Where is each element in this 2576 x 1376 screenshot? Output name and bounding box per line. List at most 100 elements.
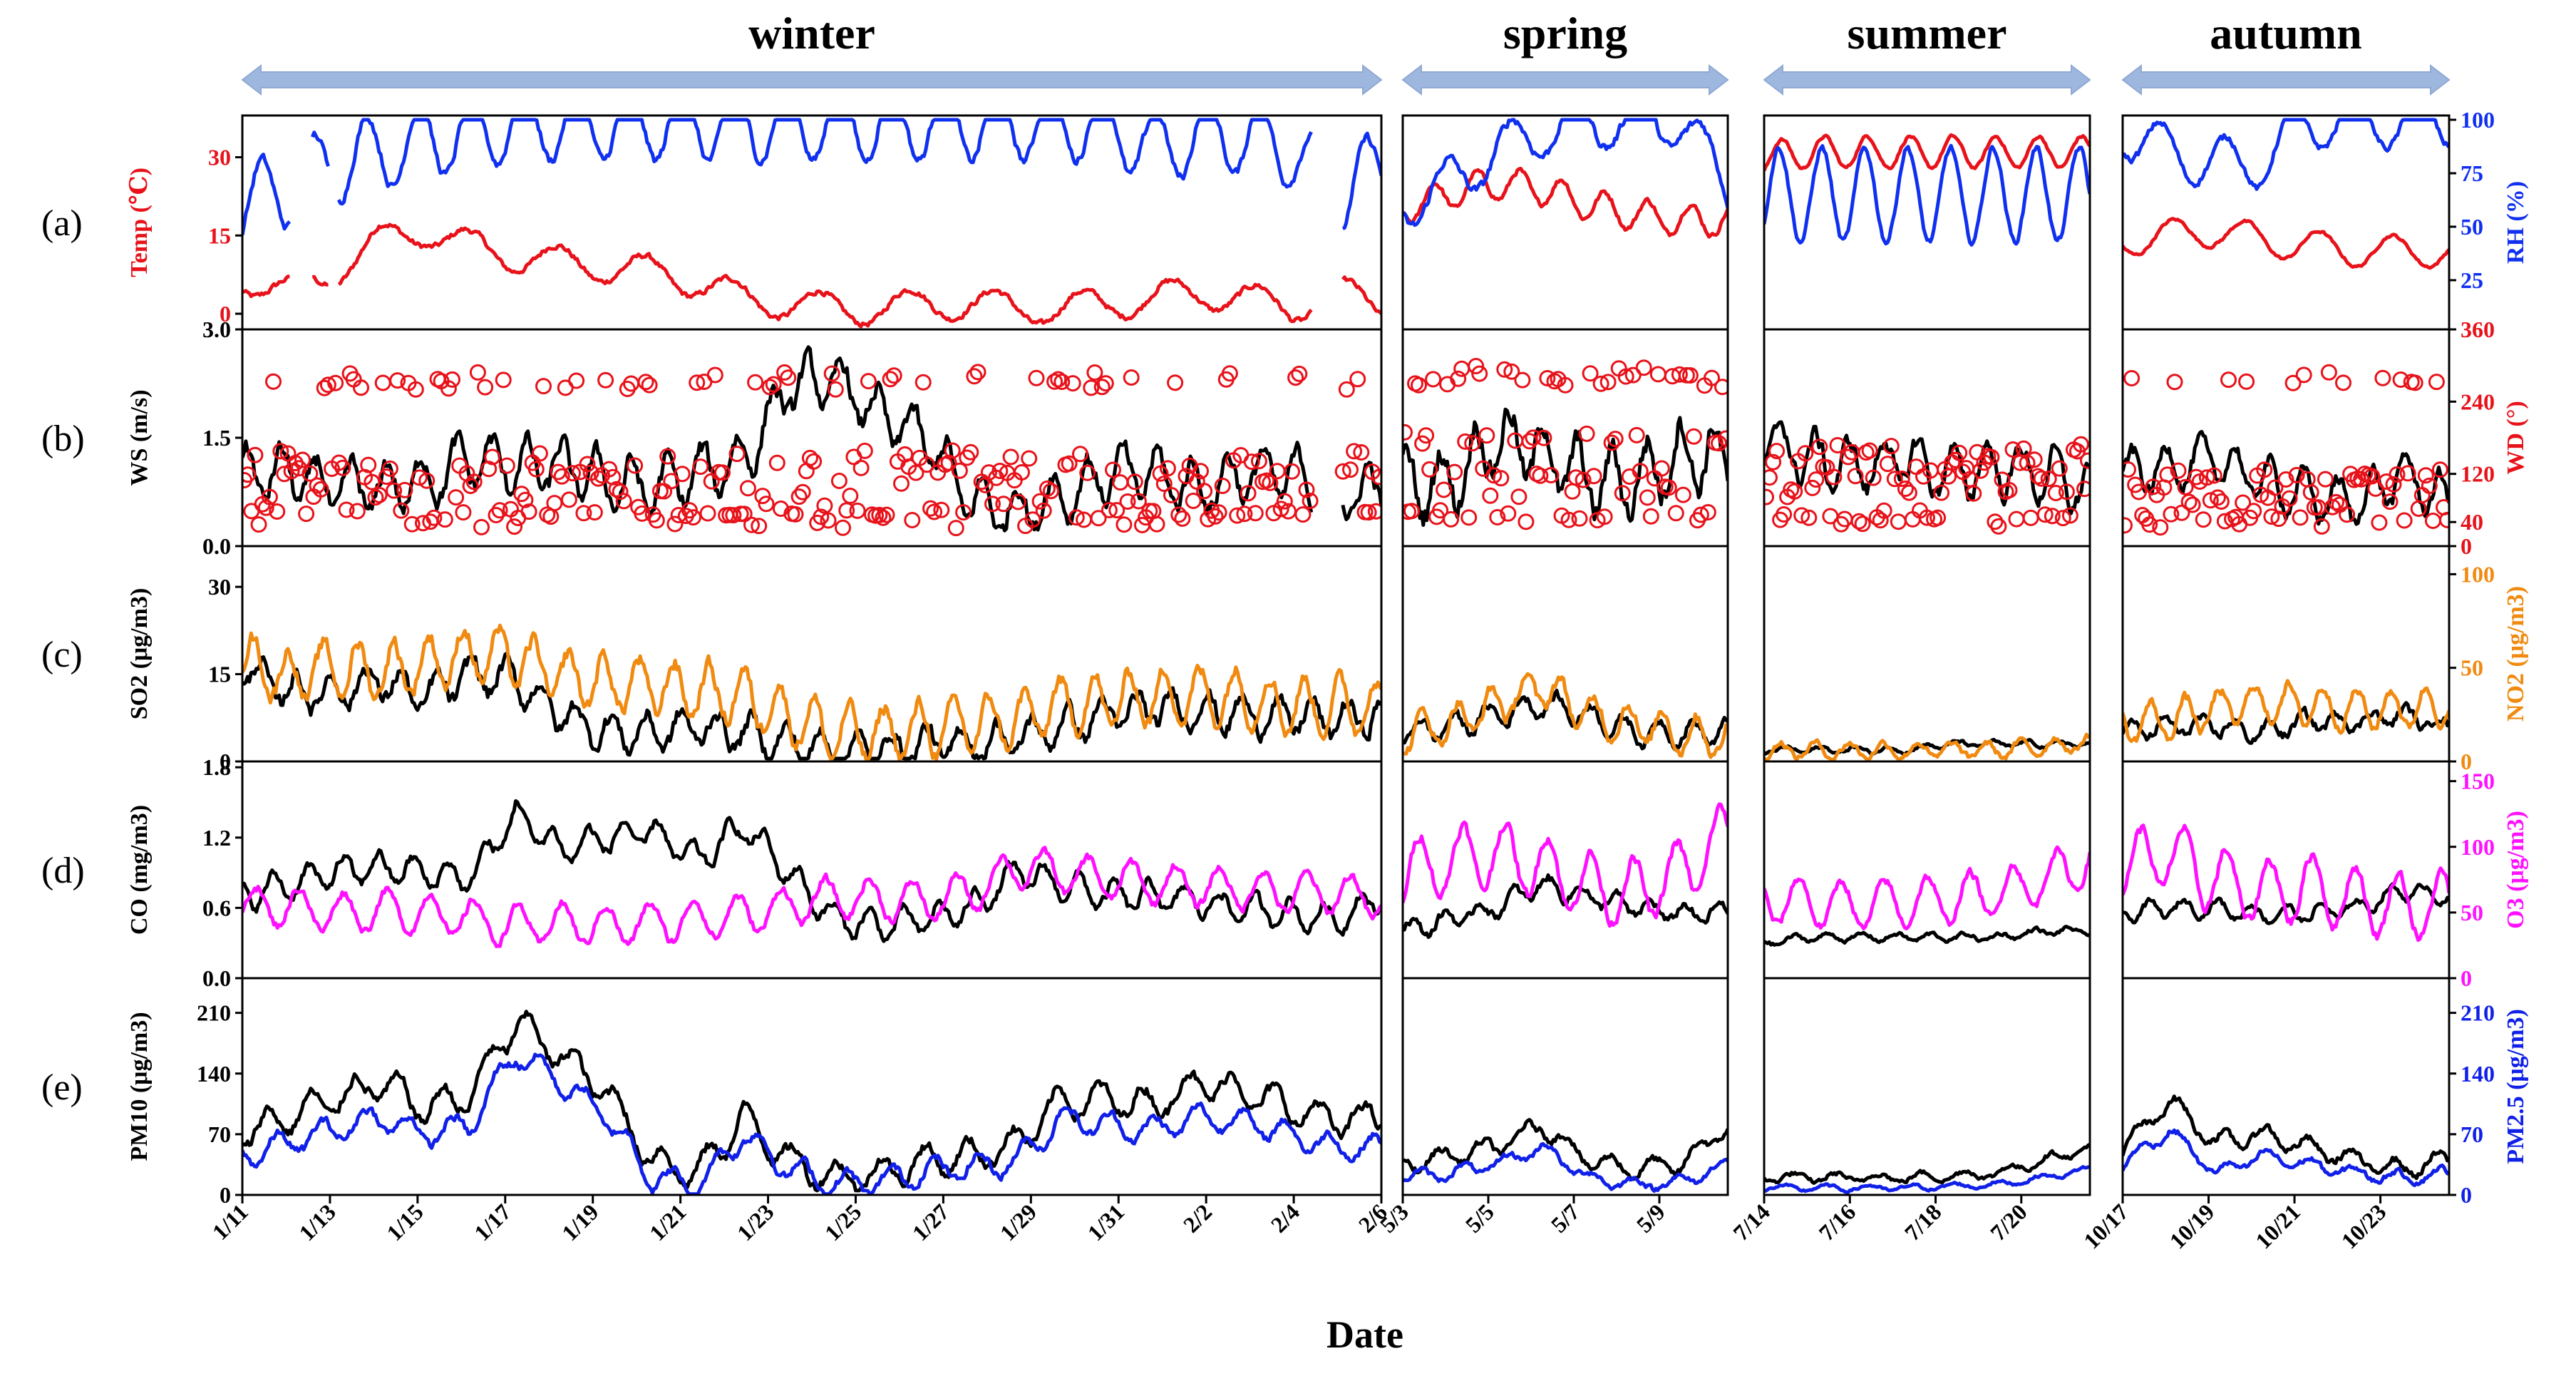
wd-point bbox=[2212, 493, 2230, 510]
wd-point bbox=[1674, 486, 1691, 503]
wd-point bbox=[706, 366, 723, 384]
wd-point bbox=[1765, 453, 1782, 471]
panel-label-b: (b) bbox=[41, 419, 85, 459]
wd-point bbox=[1214, 478, 1231, 494]
x-tick-label: 7/20 bbox=[1985, 1198, 2032, 1246]
wd-point bbox=[2245, 503, 2262, 520]
wd-point bbox=[714, 464, 731, 481]
series-wd-winter bbox=[242, 364, 1381, 537]
wd-point bbox=[283, 463, 300, 480]
left-tick-label: 15 bbox=[208, 222, 231, 248]
series-line bbox=[1764, 845, 2090, 930]
wd-point bbox=[455, 504, 472, 521]
wd-point bbox=[2166, 374, 2183, 391]
wd-point bbox=[2054, 510, 2071, 527]
wd-point bbox=[1667, 505, 1684, 522]
wd-point bbox=[1101, 502, 1118, 518]
wd-point bbox=[1893, 471, 1910, 487]
wd-point bbox=[560, 491, 577, 508]
wd-point bbox=[378, 468, 395, 486]
wd-point bbox=[403, 515, 421, 533]
wd-point bbox=[1596, 508, 1613, 525]
wd-point bbox=[674, 466, 691, 483]
wd-point bbox=[360, 456, 377, 473]
wd-point bbox=[1174, 510, 1191, 527]
wd-point bbox=[1653, 460, 1670, 477]
series-temp-autumn bbox=[2123, 217, 2449, 270]
wd-point bbox=[758, 496, 775, 513]
panel-c: 0 15 30 0 50 100 SO2 (μg/m3) NO2 (μg/m3) (c) bbox=[41, 545, 2529, 774]
wd-point bbox=[1804, 479, 1821, 496]
wd-point bbox=[1411, 376, 1427, 394]
x-tick-label: 7/18 bbox=[1900, 1198, 1947, 1246]
panel-frame bbox=[1763, 760, 2091, 980]
wd-point bbox=[1503, 363, 1520, 380]
left-axis-title: PM10 (μg/m3) bbox=[126, 1012, 153, 1161]
wd-point bbox=[1159, 460, 1176, 477]
series-line bbox=[242, 345, 1381, 533]
wd-point bbox=[411, 469, 428, 486]
wd-point bbox=[893, 475, 910, 492]
x-tick-label: 5/5 bbox=[1460, 1198, 1499, 1237]
wd-point bbox=[2001, 482, 2018, 498]
wd-point bbox=[2123, 370, 2140, 386]
wd-point bbox=[2421, 477, 2438, 494]
panel-e: 0 70 140 210 0 70 140 210 PM10 (μg/m3) PM2.5 (μg/… bbox=[41, 977, 2529, 1208]
wd-point bbox=[2252, 486, 2270, 503]
wd-point bbox=[2389, 466, 2406, 483]
series-pm10-winter bbox=[242, 1010, 1381, 1193]
x-tick-label: 5/3 bbox=[1375, 1198, 1413, 1237]
x-tick-label: 1/15 bbox=[381, 1198, 428, 1246]
wd-point bbox=[2385, 476, 2402, 493]
wd-point bbox=[1403, 503, 1420, 520]
series-pm10-spring bbox=[1403, 1118, 1728, 1181]
wd-point bbox=[1660, 479, 1677, 496]
wd-point bbox=[2022, 509, 2039, 526]
wd-point bbox=[944, 442, 961, 459]
wd-point bbox=[462, 478, 479, 494]
x-tick-label: 1/19 bbox=[557, 1198, 604, 1246]
wd-point bbox=[1116, 516, 1133, 533]
series-line bbox=[242, 118, 1381, 236]
wd-point bbox=[1126, 473, 1143, 491]
wd-point bbox=[805, 453, 823, 470]
wd-point bbox=[1865, 469, 1882, 486]
wd-point bbox=[838, 502, 855, 519]
wd-point bbox=[2295, 366, 2312, 384]
series-o3-winter bbox=[242, 846, 1381, 948]
right-tick-label: 0 bbox=[2461, 533, 2472, 559]
wd-point bbox=[1353, 444, 1370, 461]
x-tick-label: 1/13 bbox=[294, 1198, 341, 1246]
wd-point bbox=[2123, 461, 2136, 478]
wd-point bbox=[2277, 471, 2294, 488]
series-line bbox=[2123, 118, 2449, 191]
wd-point bbox=[951, 462, 968, 479]
wd-point bbox=[480, 461, 498, 478]
series-line bbox=[1764, 737, 2090, 756]
series-line bbox=[1403, 672, 1728, 759]
wd-point bbox=[531, 445, 548, 462]
wd-point bbox=[1582, 365, 1599, 382]
wd-point bbox=[1539, 370, 1556, 386]
wd-point bbox=[1714, 379, 1728, 396]
wd-point bbox=[1635, 359, 1652, 376]
wd-point bbox=[1699, 504, 1716, 520]
wd-point bbox=[2317, 471, 2334, 488]
wd-point bbox=[801, 449, 818, 466]
left-tick-label: 0.6 bbox=[202, 895, 231, 920]
wd-point bbox=[527, 461, 545, 478]
wd-point bbox=[2163, 505, 2180, 523]
wd-point bbox=[1514, 371, 1531, 389]
wd-point bbox=[1014, 464, 1030, 481]
series-line bbox=[1764, 925, 2090, 947]
wd-point bbox=[1072, 446, 1088, 463]
wd-point bbox=[2399, 465, 2416, 482]
series-pm25-autumn bbox=[2123, 1128, 2449, 1188]
series-line bbox=[1403, 1118, 1728, 1181]
wd-point bbox=[407, 381, 424, 398]
x-tick-label: 1/29 bbox=[995, 1198, 1042, 1246]
series-line bbox=[2123, 217, 2449, 270]
wd-point bbox=[2328, 493, 2344, 510]
wd-point bbox=[860, 373, 877, 390]
x-tick-label: 10/23 bbox=[2337, 1198, 2391, 1253]
